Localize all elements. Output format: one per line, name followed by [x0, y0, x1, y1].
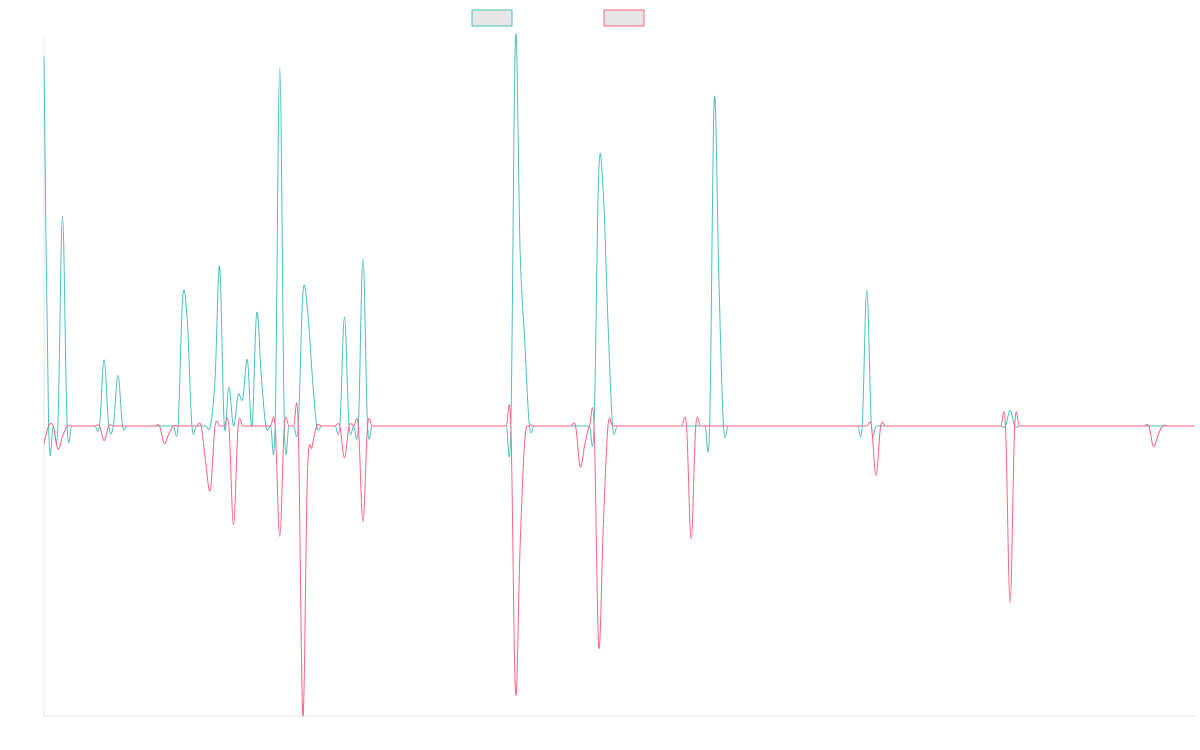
series-line-1	[43, 33, 1195, 458]
data-point-series-1-18[interactable]	[341, 314, 347, 320]
data-point-series-1-1[interactable]	[41, 53, 47, 59]
data-point-series-1-19[interactable]	[360, 256, 366, 262]
data-point-series-1-14[interactable]	[256, 310, 262, 316]
data-point-series-1-3[interactable]	[101, 357, 107, 363]
data-point-series-1-7[interactable]	[212, 376, 218, 382]
data-point-series-2-14[interactable]	[522, 438, 528, 444]
data-point-series-1-17[interactable]	[307, 306, 313, 312]
legend	[471, 9, 645, 27]
data-point-series-2-19[interactable]	[1007, 600, 1013, 606]
data-point-series-2-10[interactable]	[307, 469, 313, 475]
data-point-series-2-9[interactable]	[300, 713, 306, 719]
data-point-series-2-16[interactable]	[598, 643, 604, 649]
data-point-series-1-12[interactable]	[244, 357, 250, 363]
data-point-series-1-22[interactable]	[598, 170, 604, 176]
data-point-series-2-18[interactable]	[873, 472, 879, 478]
data-point-series-1-24[interactable]	[714, 96, 720, 102]
data-point-series-1-2[interactable]	[59, 213, 65, 219]
data-point-series-2-15[interactable]	[580, 464, 586, 470]
legend-swatch-series-2[interactable]	[603, 9, 645, 27]
data-point-series-2-2[interactable]	[57, 446, 63, 452]
data-point-series-1-21[interactable]	[522, 337, 528, 343]
data-point-series-1-4[interactable]	[115, 372, 121, 378]
data-point-series-1-10[interactable]	[235, 392, 241, 398]
data-point-series-2-7[interactable]	[231, 522, 237, 528]
data-point-series-1-15[interactable]	[277, 65, 283, 71]
data-point-series-1-6[interactable]	[184, 318, 190, 324]
data-point-series-2-11[interactable]	[341, 455, 347, 461]
data-point-series-1-20[interactable]	[515, 34, 521, 40]
data-point-series-1-5[interactable]	[180, 295, 186, 301]
data-point-series-2-20[interactable]	[1153, 443, 1159, 449]
data-point-series-2-3[interactable]	[101, 438, 107, 444]
data-point-series-2-8[interactable]	[277, 533, 283, 539]
data-point-series-2-13[interactable]	[515, 690, 521, 696]
series-layer	[41, 33, 1195, 719]
data-point-series-1-9[interactable]	[226, 384, 232, 390]
data-point-series-2-5[interactable]	[205, 461, 211, 467]
legend-swatch-series-1[interactable]	[471, 9, 513, 27]
data-point-series-2-12[interactable]	[360, 519, 366, 525]
data-point-series-1-16[interactable]	[300, 291, 306, 297]
data-point-series-2-6[interactable]	[207, 487, 213, 493]
data-point-series-2-17[interactable]	[688, 536, 694, 542]
plot-area	[41, 33, 1195, 719]
data-point-series-1-13[interactable]	[254, 369, 260, 375]
series-line-2	[43, 402, 1195, 717]
data-point-series-2-4[interactable]	[164, 440, 170, 446]
data-point-series-1-25[interactable]	[864, 287, 870, 293]
data-point-series-1-11[interactable]	[240, 396, 246, 402]
data-point-series-1-8[interactable]	[217, 264, 223, 270]
data-point-series-2-1[interactable]	[41, 440, 47, 446]
data-point-series-1-23[interactable]	[603, 190, 609, 196]
data-point-series-1-26[interactable]	[1007, 407, 1013, 413]
